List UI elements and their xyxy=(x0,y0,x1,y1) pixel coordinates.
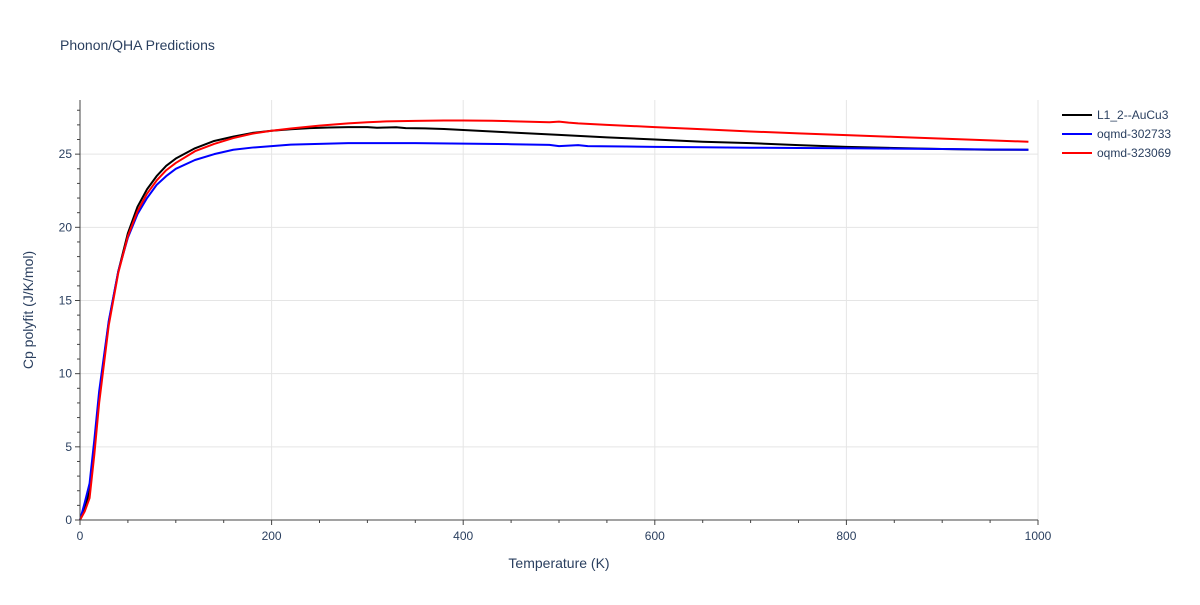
legend-item-2[interactable]: oqmd-302733 xyxy=(1062,127,1171,141)
legend-label: oqmd-302733 xyxy=(1097,127,1171,141)
x-tick-label: 1000 xyxy=(1025,529,1052,543)
x-tick-label: 200 xyxy=(262,529,282,543)
x-tick-label: 600 xyxy=(645,529,665,543)
x-axis-label: Temperature (K) xyxy=(508,555,609,571)
legend[interactable]: L1_2--AuCu3 oqmd-302733 oqmd-323069 xyxy=(1062,108,1171,160)
legend-item-1[interactable]: L1_2--AuCu3 xyxy=(1062,108,1169,122)
series-layer xyxy=(79,119,1029,521)
y-tick-label: 5 xyxy=(65,440,72,454)
axes: 0 200 400 600 800 1000 0 5 10 15 20 25 xyxy=(59,100,1052,543)
series-line-1[interactable] xyxy=(79,126,1029,521)
x-tick-label: 400 xyxy=(453,529,473,543)
y-tick-label: 25 xyxy=(59,147,73,161)
x-tick-label: 0 xyxy=(77,529,84,543)
y-tick-label: 10 xyxy=(59,367,73,381)
legend-label: oqmd-323069 xyxy=(1097,146,1171,160)
y-tick-label: 0 xyxy=(65,513,72,527)
chart-title: Phonon/QHA Predictions xyxy=(60,37,215,53)
legend-label: L1_2--AuCu3 xyxy=(1097,108,1169,122)
y-tick-label: 15 xyxy=(59,293,73,307)
legend-item-3[interactable]: oqmd-323069 xyxy=(1062,146,1171,160)
x-tick-label: 800 xyxy=(836,529,856,543)
y-tick-label: 20 xyxy=(59,220,73,234)
grid xyxy=(80,100,1039,520)
series-line-2[interactable] xyxy=(79,142,1029,521)
series-line-3[interactable] xyxy=(79,119,1029,521)
y-axis-label: Cp polyfit (J/K/mol) xyxy=(20,251,36,369)
